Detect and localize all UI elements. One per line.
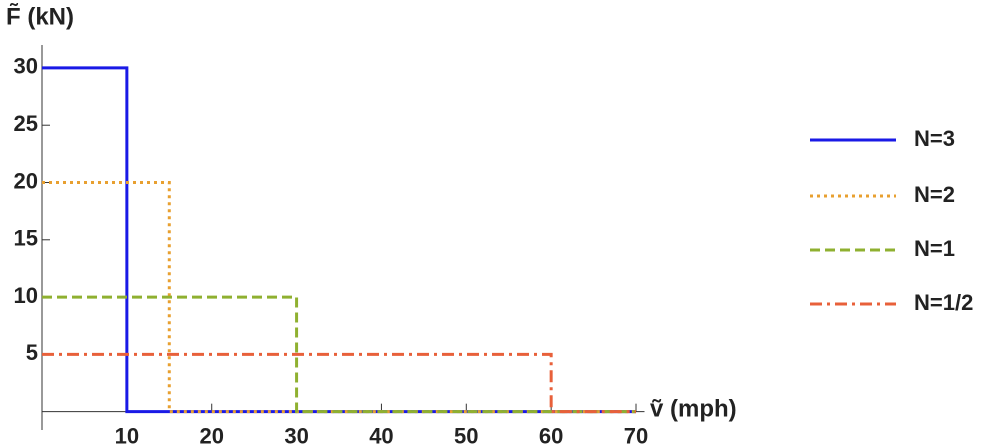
legend-label: N=2 (914, 182, 955, 207)
x-axis-label: ṽ (mph) (650, 395, 737, 422)
y-tick-label: 30 (14, 54, 38, 79)
y-tick-label: 25 (14, 111, 38, 136)
x-tick-label: 70 (624, 423, 648, 447)
y-tick-label: 5 (26, 340, 38, 365)
x-tick-label: 50 (454, 423, 478, 447)
y-axis-label: F̃ (kN) (6, 3, 74, 31)
legend-label: N=1 (914, 236, 955, 261)
series-line (42, 181, 637, 414)
x-tick-label: 30 (284, 423, 308, 447)
x-tick-label: 10 (115, 423, 139, 447)
y-tick-label: 15 (14, 226, 38, 251)
y-tick-label: 10 (14, 283, 38, 308)
legend-label: N=1/2 (914, 290, 973, 315)
series-line (42, 66, 637, 414)
y-tick-label: 20 (14, 168, 38, 193)
x-tick-label: 40 (369, 423, 393, 447)
x-tick-label: 20 (199, 423, 223, 447)
legend-label: N=3 (914, 126, 955, 151)
series-line (42, 295, 637, 414)
series-line (42, 352, 637, 414)
x-tick-label: 60 (539, 423, 563, 447)
